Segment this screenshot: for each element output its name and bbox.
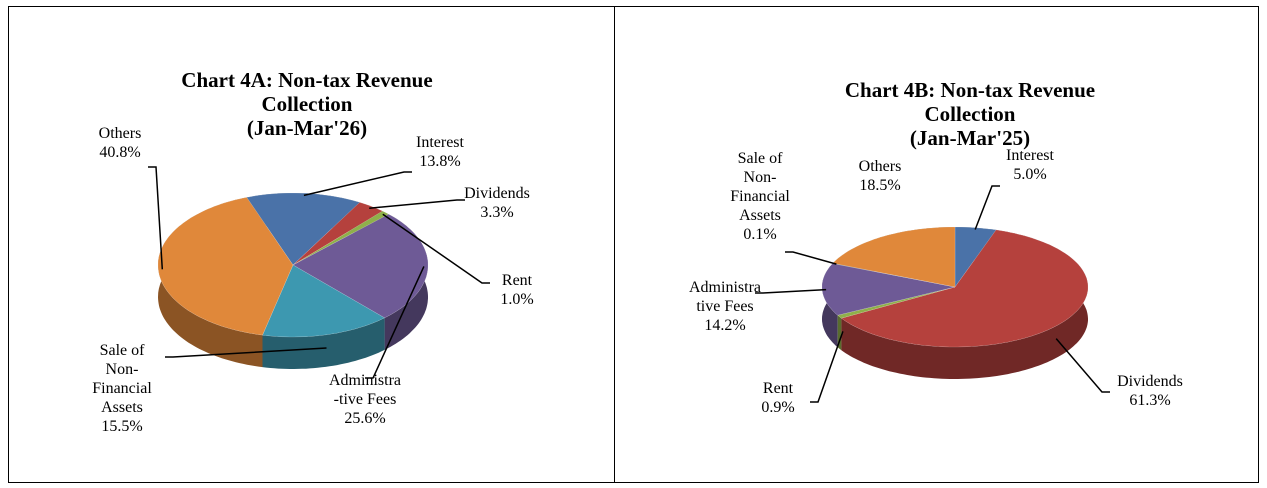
slice-value-label: 0.9% [761, 399, 794, 416]
leader-line [1055, 338, 1110, 393]
slice-value-label: 15.5% [101, 418, 142, 435]
slice [262, 264, 386, 338]
slice-label: Dividends [1117, 373, 1183, 390]
leader-line [369, 199, 465, 209]
slice-side [262, 317, 385, 369]
slice-label: Administra tive Fees [689, 279, 761, 315]
slice-value-label: 0.1% [743, 226, 776, 243]
slice-value-label: 25.6% [344, 410, 385, 427]
slice-label: Interest [416, 134, 465, 151]
slice-value-label: 40.8% [99, 144, 140, 161]
slice-label: Rent [763, 380, 794, 397]
slice-value-label: 61.3% [1129, 392, 1170, 409]
slice-label: Others [859, 158, 902, 175]
slice-value-label: 18.5% [859, 177, 900, 194]
frame [8, 6, 1259, 483]
slice [157, 197, 294, 336]
slice [832, 226, 956, 288]
slice-value-label: 5.0% [1013, 166, 1046, 183]
leader-line [382, 213, 490, 284]
slice-label: Sale of Non-Financial Assets [92, 342, 152, 416]
slice-label: Administra -tive Fees [329, 372, 401, 408]
leader-line [148, 166, 164, 270]
leader-line [810, 331, 844, 403]
chart-title: Chart 4A: Non-tax Revenue Collection (Jan-… [181, 68, 432, 140]
slice-value-label: 13.8% [419, 153, 460, 170]
leader-line [303, 171, 412, 197]
slice-value-label: 14.2% [704, 317, 745, 334]
slice-label: Interest [1006, 147, 1055, 164]
slice-value-label: 1.0% [500, 291, 533, 308]
slice-label: Others [99, 125, 142, 142]
leader-line [365, 266, 425, 379]
chart-title: Chart 4B: Non-tax Revenue Collection (Jan-… [845, 78, 1095, 150]
slice [246, 192, 361, 266]
slice-value-label: 3.3% [480, 204, 513, 221]
slice-label: Rent [502, 272, 533, 289]
slice-label: Dividends [464, 185, 530, 202]
slice [840, 229, 1089, 348]
leader-line [755, 288, 827, 294]
leader-line [974, 185, 1000, 230]
slice [292, 202, 384, 266]
leader-line [165, 347, 327, 358]
leader-line [785, 251, 837, 265]
slice-label: Sale of Non-Financial Assets [730, 150, 790, 224]
